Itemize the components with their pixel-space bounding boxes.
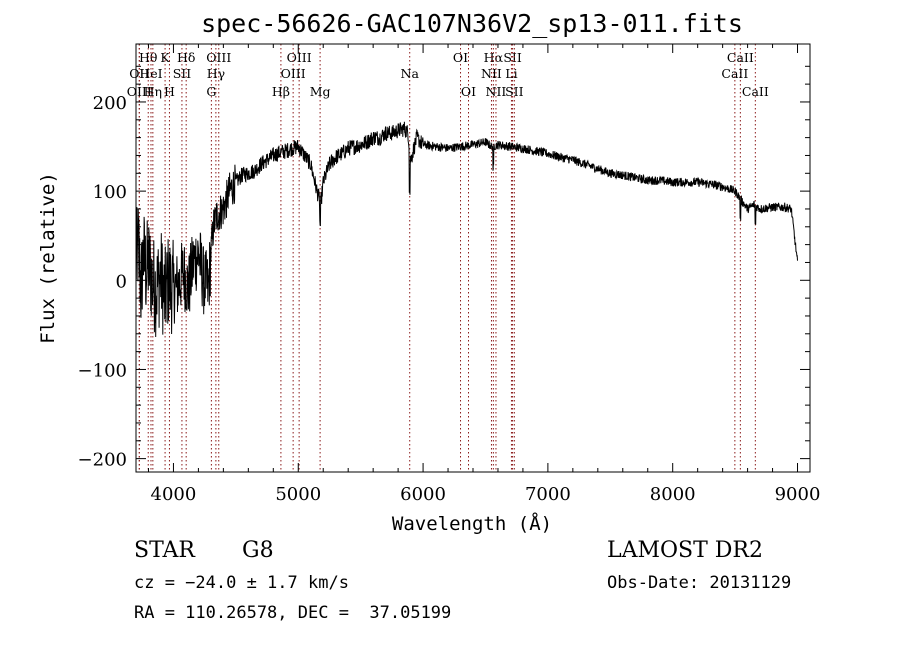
y-axis: −200 −100 0 100 200 (78, 65, 810, 471)
line-marker-label: OI (461, 84, 476, 99)
line-marker-label: CaII (742, 84, 769, 99)
redshift-readout: cz = −24.0 ± 1.7 km/s (134, 573, 349, 593)
line-marker-label: OI (453, 50, 468, 65)
line-marker-label: NII (481, 66, 502, 81)
y-axis-label: Flux (relative) (37, 172, 59, 344)
line-marker-label: G (206, 84, 216, 99)
line-marker-label: Hδ (177, 50, 195, 65)
line-marker-label: OIII (287, 50, 312, 65)
y-tick-label: 0 (116, 271, 127, 292)
spectrum-line (135, 121, 798, 338)
line-marker-label: OIII (281, 66, 306, 81)
line-marker-label: Hα (484, 50, 504, 65)
line-marker-label: HeI (139, 66, 162, 81)
line-marker-label: Hη (144, 84, 162, 99)
x-tick-label: 9000 (775, 484, 821, 505)
line-marker-label: SII (505, 84, 524, 99)
coordinates-readout: RA = 110.26578, DEC = 37.05199 (134, 603, 452, 623)
line-marker-label: NII (486, 84, 507, 99)
x-tick-label: 7000 (525, 484, 571, 505)
x-axis-label: Wavelength (Å) (392, 512, 552, 535)
line-marker-label: OIII (206, 50, 231, 65)
plot-frame (135, 43, 811, 473)
x-axis: 4000 5000 6000 7000 8000 9000 (147, 44, 821, 505)
line-marker-label: SII (503, 50, 522, 65)
line-marker-label: Hβ (272, 84, 290, 99)
line-marker-label: Mg (310, 84, 331, 99)
y-tick-label: −100 (78, 360, 127, 381)
line-marker-label: CaII (727, 50, 754, 65)
line-marker-label: Hγ (207, 66, 225, 81)
line-marker-label: K (160, 50, 170, 65)
chart-title: spec-56626-GAC107N36V2_sp13-011.fits (201, 9, 743, 38)
line-marker-label: Li (505, 66, 517, 81)
x-tick-label: 4000 (151, 484, 197, 505)
observation-date: Obs-Date: 20131129 (607, 573, 792, 593)
line-marker-label: Hθ (139, 50, 157, 65)
y-tick-label: 200 (93, 93, 127, 114)
x-tick-label: 6000 (400, 484, 446, 505)
line-marker-label: H (164, 84, 175, 99)
line-marker-label: SII (173, 66, 192, 81)
spectrum-line-layer (135, 121, 798, 338)
x-tick-label: 5000 (275, 484, 321, 505)
line-marker-label: Na (401, 66, 420, 81)
line-marker-label: OIII (127, 84, 152, 99)
y-tick-label: −200 (78, 450, 127, 471)
x-tick-label: 8000 (650, 484, 696, 505)
object-subclass: G8 (242, 538, 274, 563)
y-tick-label: 100 (93, 182, 127, 203)
object-class: STAR (134, 538, 195, 563)
line-marker-label: CaII (721, 66, 748, 81)
survey-name: LAMOST DR2 (607, 538, 763, 563)
